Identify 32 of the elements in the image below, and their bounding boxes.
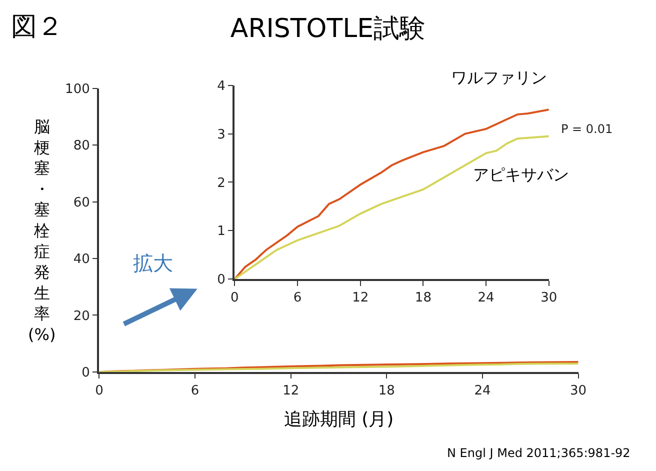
caption: 図２ <box>11 12 63 42</box>
y-tick-label: 80 <box>73 138 90 154</box>
x-tick-label: 6 <box>190 383 200 398</box>
x-tick-label: 0 <box>230 290 239 306</box>
chart-title: ARISTOTLE試験 <box>230 14 426 44</box>
y-tick-label: 3 <box>217 127 226 142</box>
x-tick-label: 24 <box>478 290 494 306</box>
y-tick-label: 0 <box>82 366 90 381</box>
x-axis-title: 追跡期間 (月) <box>284 408 394 430</box>
text: N Engl J Med 2011;365:981-92 <box>447 446 630 460</box>
annotation: 拡大 <box>133 251 173 275</box>
series-label: ワルファリン <box>451 68 547 87</box>
x-tick-label: 30 <box>570 383 587 398</box>
y-tick-label: 4 <box>217 78 226 94</box>
x-tick-label: 12 <box>282 383 300 398</box>
text: 脳梗塞・塞栓症発生率 (%) <box>28 117 56 344</box>
annotation: P = 0.01 <box>561 122 613 136</box>
y-tick-label: 20 <box>73 308 90 324</box>
y-tick-label: 40 <box>73 252 90 268</box>
y-tick-label: 1 <box>217 224 226 240</box>
x-tick-label: 24 <box>474 383 491 398</box>
y-tick-label: 0 <box>217 272 226 288</box>
x-tick-label: 30 <box>540 290 558 306</box>
x-tick-label: 0 <box>95 383 104 398</box>
y-tick-label: 2 <box>217 176 226 191</box>
x-tick-label: 18 <box>414 290 432 306</box>
x-tick-label: 12 <box>352 290 369 306</box>
y-tick-label: 100 <box>65 82 90 97</box>
x-tick-label: 18 <box>378 383 395 398</box>
y-tick-label: 60 <box>73 195 90 210</box>
series-label: アピキサバン <box>473 165 569 184</box>
x-tick-label: 6 <box>293 290 302 306</box>
